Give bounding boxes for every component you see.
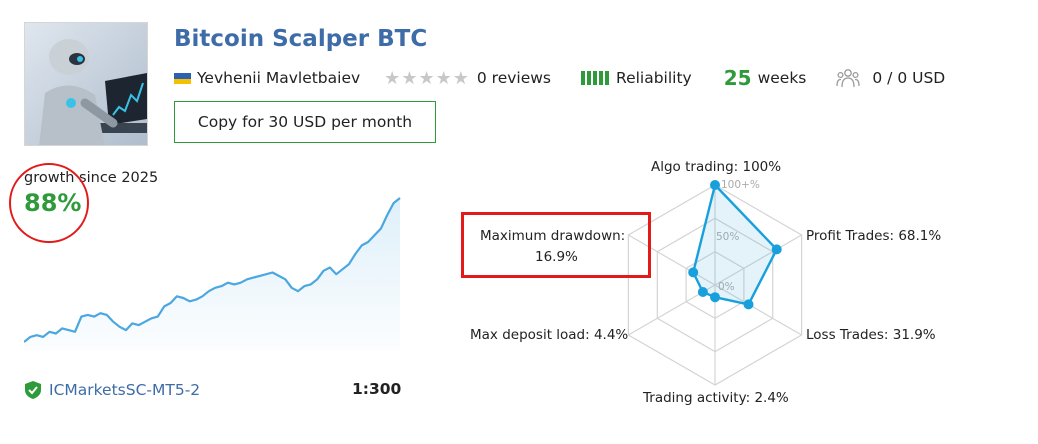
weeks-label: weeks [757,69,807,87]
radar-axis-line [628,234,716,286]
radar-value-shape [691,183,778,306]
radar-label-trading-activity: Trading activity: 2.4% [643,390,789,406]
star-icon: ★ [401,67,418,89]
signal-avatar[interactable] [24,22,148,146]
author-row: Yevhenii Mavletbaiev ★ ★ ★ ★ ★ 0 reviews… [174,66,945,90]
people-icon [836,67,861,89]
radar-axis-line [714,234,802,286]
shield-check-icon [25,381,41,399]
ukraine-flag-icon [174,72,191,84]
radar-point [697,287,708,297]
growth-area [24,198,400,350]
reliability-bars-icon [581,71,609,85]
rating-stars[interactable]: ★ ★ ★ ★ ★ [384,68,469,89]
star-icon: ★ [384,67,401,89]
radar-scale-label: 100+% [721,180,760,191]
star-icon: ★ [435,67,452,89]
radar-label-loss-trades: Loss Trades: 31.9% [806,327,936,343]
radar-point [710,292,720,303]
weeks-value: 25 [723,66,752,90]
radar-label-algo-trading: Algo trading: 100% [651,159,782,175]
author-name[interactable]: Yevhenii Mavletbaiev [197,69,361,87]
radar-point [710,180,720,190]
broker-row: ICMarketsSC-MT5-2 [24,380,200,400]
radar-label-profit-trades: Profit Trades: 68.1% [806,228,942,244]
radar-scale-label: 0% [718,281,735,293]
growth-line [24,197,401,343]
radar-value-max-drawdown: 16.9% [535,249,578,265]
radar-chart: 100+% 50% 0% [627,180,803,386]
signal-title[interactable]: Bitcoin Scalper BTC [174,26,428,52]
radar-points [688,180,782,310]
broker-server-link[interactable]: ICMarketsSC-MT5-2 [49,381,201,399]
radar-label-max-drawdown: Maximum drawdown: [480,228,626,244]
reviews-count[interactable]: 0 reviews [476,69,551,87]
radar-point [771,244,782,255]
reliability-label: Reliability [616,69,692,87]
radar-axis-line [714,284,802,336]
radar-point [688,267,699,278]
growth-highlight-circle [9,163,89,243]
subscribers-funds: 0 / 0 USD [872,69,946,87]
star-icon: ★ [452,67,469,89]
copy-subscription-button[interactable]: Copy for 30 USD per month [174,101,436,143]
star-icon: ★ [418,67,435,89]
leverage-value: 1:300 [352,380,402,398]
radar-scale-label: 50% [716,231,739,243]
radar-point [743,299,754,310]
drawdown-highlight-box [461,212,651,278]
radar-label-max-deposit-load: Max deposit load: 4.4% [470,327,629,343]
growth-chart[interactable] [24,190,404,350]
